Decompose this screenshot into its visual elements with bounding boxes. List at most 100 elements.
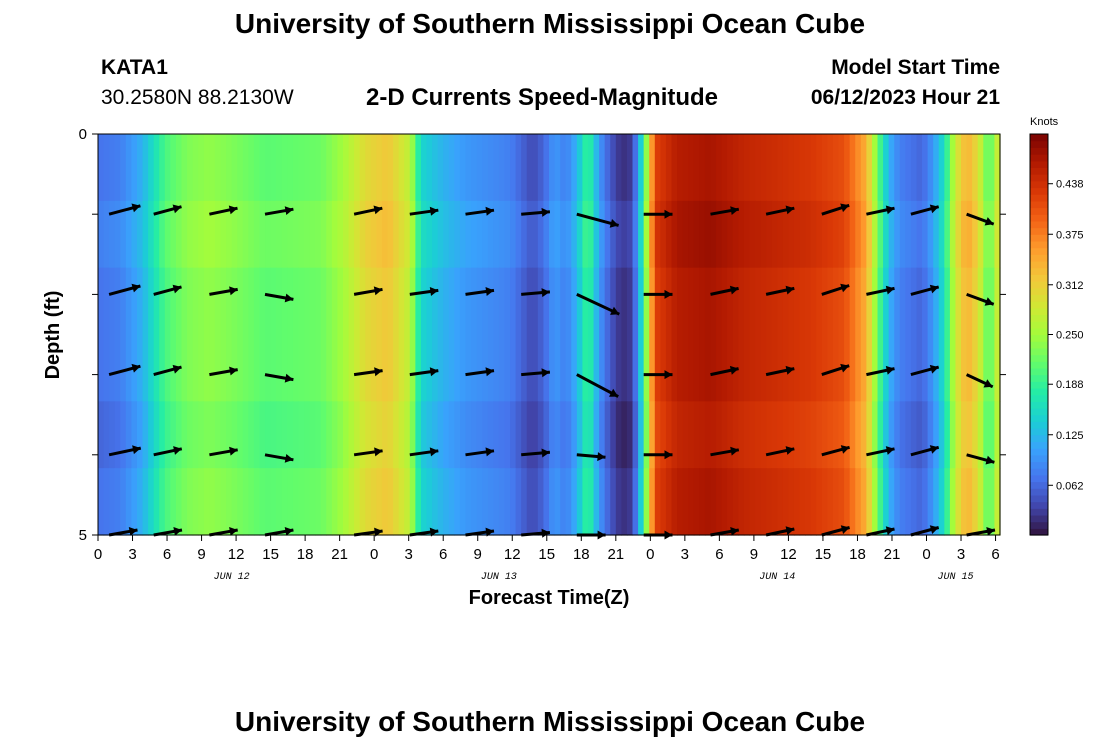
- heatmap-cell: [582, 134, 589, 202]
- x-tick-label: 6: [991, 546, 999, 563]
- heatmap-cell: [777, 267, 784, 336]
- heatmap-cell: [142, 468, 149, 536]
- heatmap-cell: [320, 468, 327, 536]
- heatmap-cell: [883, 401, 890, 469]
- heatmap-cell: [721, 468, 728, 536]
- vector-arrowhead: [986, 527, 995, 536]
- x-tick-label: 9: [750, 546, 758, 563]
- heatmap-cell: [871, 200, 879, 269]
- heatmap-cell: [782, 267, 790, 336]
- heatmap-cell: [482, 200, 489, 269]
- vector-arrowhead: [785, 446, 795, 455]
- heatmap-cell: [170, 401, 177, 469]
- heatmap-cell: [493, 401, 500, 469]
- heatmap-cell: [532, 468, 539, 536]
- heatmap-cell: [298, 468, 305, 536]
- heatmap-cell: [298, 200, 305, 269]
- heatmap-cell: [682, 267, 689, 336]
- vector-arrowhead: [229, 527, 238, 536]
- heatmap-cell: [359, 267, 366, 336]
- heatmap-cell: [866, 134, 873, 202]
- heatmap-cell: [615, 134, 622, 202]
- heatmap-cell: [654, 134, 661, 202]
- heatmap-cell: [537, 267, 545, 336]
- heatmap-cell: [331, 401, 339, 469]
- heatmap-cell: [888, 401, 895, 469]
- heatmap-cell: [866, 401, 873, 469]
- heatmap-cell: [231, 200, 238, 269]
- colorbar-segment: [1030, 501, 1048, 509]
- heatmap-cell: [471, 267, 478, 336]
- vector-arrowhead: [785, 365, 795, 375]
- x-tick-label: 18: [297, 546, 314, 563]
- vector-arrowhead: [929, 364, 939, 374]
- heatmap-cell: [599, 334, 606, 402]
- heatmap-cell: [704, 267, 712, 336]
- colorbar-segment: [1030, 428, 1048, 436]
- heatmap-cell: [632, 468, 639, 536]
- heatmap-cell: [771, 334, 778, 402]
- heatmap-cell: [131, 200, 138, 269]
- heatmap-cell: [832, 267, 840, 336]
- heatmap-cell: [237, 334, 244, 402]
- heatmap-cell: [276, 267, 283, 336]
- vector-arrowhead: [485, 367, 494, 377]
- chart-main-title: University of Southern Mississippi Ocean…: [234, 8, 866, 39]
- heatmap-cell: [571, 267, 578, 336]
- heatmap-cell: [198, 468, 205, 536]
- heatmap-cell: [615, 200, 622, 269]
- heatmap-cell: [259, 134, 266, 202]
- heatmap-cells: [98, 134, 1001, 536]
- heatmap-cell: [181, 200, 188, 269]
- heatmap-cell: [771, 267, 778, 336]
- vector-arrowhead: [929, 204, 939, 214]
- model-start-value: 06/12/2023 Hour 21: [810, 86, 1000, 109]
- vector-arrowhead: [541, 207, 550, 217]
- heatmap-cell: [164, 200, 171, 269]
- heatmap-cell: [120, 134, 127, 202]
- vector-arrowhead: [729, 285, 739, 295]
- heatmap-cell: [370, 267, 377, 336]
- heatmap-cell: [576, 401, 584, 469]
- colorbar-segment: [1030, 354, 1048, 362]
- heatmap-cell: [810, 401, 817, 469]
- heatmap-cell: [248, 267, 255, 336]
- heatmap-cell: [866, 468, 873, 536]
- heatmap-cell: [109, 134, 116, 202]
- heatmap-cell: [409, 200, 416, 269]
- heatmap-cell: [693, 401, 700, 469]
- vector-arrowhead: [229, 446, 238, 456]
- heatmap-cell: [209, 334, 216, 402]
- x-tick-label: 18: [573, 546, 590, 563]
- heatmap-cell: [782, 200, 790, 269]
- heatmap-cell: [164, 267, 171, 336]
- heatmap-cell: [810, 468, 817, 536]
- vector-arrowhead: [785, 205, 795, 215]
- heatmap-cell: [899, 334, 906, 402]
- colorbar-segment: [1030, 214, 1048, 222]
- colorbar-segment: [1030, 220, 1048, 229]
- heatmap-cell: [949, 200, 957, 269]
- heatmap-cell: [883, 200, 890, 269]
- heatmap-cell: [816, 401, 823, 469]
- current-vector: [264, 453, 294, 463]
- x-axis-title: Forecast Time(Z): [469, 587, 630, 609]
- current-vector: [153, 446, 183, 457]
- heatmap-cell: [871, 334, 879, 402]
- colorbar-segment: [1030, 147, 1048, 155]
- heatmap-cell: [298, 267, 305, 336]
- heatmap-cell: [582, 401, 589, 469]
- heatmap-cell: [253, 134, 261, 202]
- heatmap-cell: [760, 334, 767, 402]
- heatmap-cell: [966, 468, 973, 536]
- heatmap-cell: [420, 134, 428, 202]
- heatmap-cell: [716, 200, 723, 269]
- heatmap-cell: [693, 134, 700, 202]
- heatmap-cell: [660, 468, 667, 536]
- heatmap-cell: [654, 468, 661, 536]
- heatmap-cell: [420, 468, 428, 536]
- heatmap-cell: [554, 134, 561, 202]
- heatmap-cell: [671, 401, 678, 469]
- heatmap-cell: [621, 200, 628, 269]
- heatmap-cell: [916, 267, 923, 336]
